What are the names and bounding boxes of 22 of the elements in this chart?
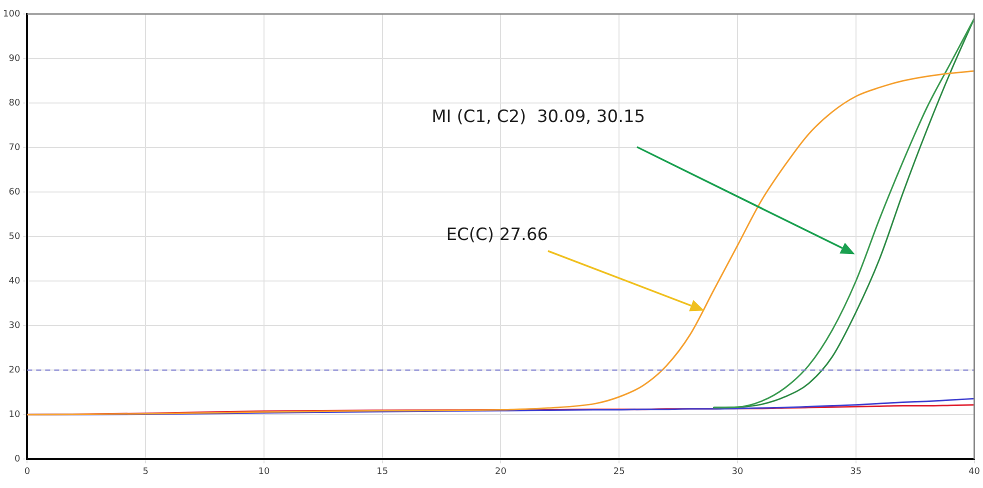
x-tick-label: 0 bbox=[24, 466, 30, 477]
y-tick-label: 90 bbox=[8, 54, 20, 64]
y-tick-label: 100 bbox=[2, 9, 20, 20]
y-tick-label: 50 bbox=[8, 232, 20, 242]
y-tick-label: 0 bbox=[14, 454, 20, 465]
y-tick-label: 80 bbox=[8, 98, 20, 108]
y-tick-label: 30 bbox=[8, 320, 20, 331]
x-tick-label: 35 bbox=[850, 466, 862, 477]
y-tick-label: 60 bbox=[8, 187, 20, 198]
x-tick-label: 15 bbox=[376, 466, 388, 477]
x-tick-label: 30 bbox=[732, 466, 744, 477]
y-tick-label: 20 bbox=[8, 366, 20, 376]
y-tick-label: 70 bbox=[8, 142, 20, 153]
x-tick-label: 20 bbox=[495, 466, 507, 477]
x-tick-label: 25 bbox=[613, 466, 625, 477]
x-tick-label: 5 bbox=[142, 466, 148, 477]
annotation: MI (C1, C2) 30.09, 30.15 bbox=[432, 107, 646, 128]
x-tick-label: 10 bbox=[258, 466, 270, 477]
y-tick-label: 10 bbox=[8, 410, 20, 420]
x-tick-label: 40 bbox=[968, 466, 980, 477]
y-tick-label: 40 bbox=[8, 276, 20, 286]
annotation: EC(C) 27.66 bbox=[446, 225, 548, 246]
